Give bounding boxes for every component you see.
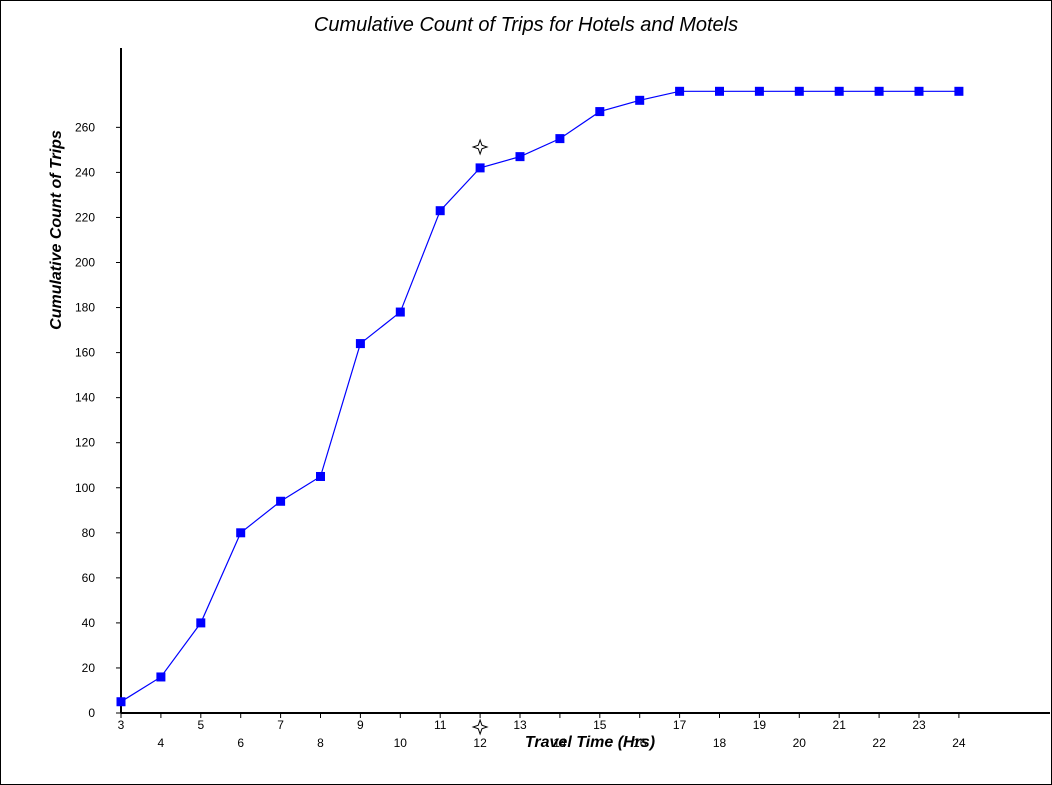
x-tick-label: 5 bbox=[197, 718, 204, 732]
x-tick-label: 19 bbox=[753, 718, 767, 732]
data-point bbox=[954, 86, 964, 96]
x-tick-label: 24 bbox=[952, 736, 966, 750]
data-point bbox=[475, 163, 485, 173]
y-tick-label: 180 bbox=[75, 301, 95, 315]
data-point bbox=[316, 471, 325, 481]
data-point bbox=[236, 528, 246, 538]
x-tick-label: 10 bbox=[394, 736, 408, 750]
data-point bbox=[395, 307, 405, 317]
y-tick-label: 40 bbox=[82, 616, 96, 630]
y-tick-label: 80 bbox=[82, 526, 96, 540]
chart-title: Cumulative Count of Trips for Hotels and… bbox=[313, 14, 739, 36]
x-tick-label: 13 bbox=[513, 718, 527, 732]
x-tick-label: 4 bbox=[158, 736, 165, 750]
data-point bbox=[635, 95, 645, 105]
x-tick-label: 14 bbox=[553, 736, 567, 750]
data-point bbox=[156, 672, 166, 682]
x-tick-label: 11 bbox=[434, 718, 447, 732]
y-tick-label: 60 bbox=[82, 571, 96, 585]
y-tick-label: 120 bbox=[75, 436, 95, 450]
y-tick-label: 240 bbox=[75, 165, 95, 179]
y-tick-label: 260 bbox=[75, 120, 95, 134]
data-point bbox=[794, 86, 804, 96]
data-point bbox=[715, 86, 724, 96]
x-tick-label: 21 bbox=[833, 718, 847, 732]
x-axis-label: Travel Time (Hrs) bbox=[524, 734, 656, 751]
x-tick-label: 18 bbox=[713, 736, 727, 750]
y-tick-label: 140 bbox=[75, 391, 95, 405]
x-tick-label: 9 bbox=[357, 718, 364, 732]
cursor-marker-icon bbox=[471, 138, 489, 156]
y-tick-label: 0 bbox=[88, 706, 95, 720]
x-tick-label: 6 bbox=[237, 736, 244, 750]
y-tick-label: 200 bbox=[75, 256, 95, 270]
x-tick-label: 16 bbox=[633, 736, 647, 750]
y-tick-label: 100 bbox=[75, 481, 95, 495]
data-point bbox=[834, 86, 844, 96]
y-tick-label: 220 bbox=[75, 210, 95, 224]
data-point bbox=[754, 86, 764, 96]
data-point bbox=[874, 86, 884, 96]
x-tick-label: 3 bbox=[118, 718, 125, 732]
x-tick-label: 7 bbox=[277, 718, 284, 732]
data-point bbox=[555, 134, 565, 144]
x-tick-label: 23 bbox=[912, 718, 926, 732]
data-point bbox=[276, 496, 286, 506]
y-tick-label: 20 bbox=[82, 661, 96, 675]
data-point bbox=[355, 339, 365, 349]
x-tick-label: 17 bbox=[673, 718, 687, 732]
y-tick-label: 160 bbox=[75, 346, 95, 360]
x-tick-label: 20 bbox=[793, 736, 807, 750]
data-point bbox=[914, 86, 924, 96]
x-tick-label: 15 bbox=[593, 718, 607, 732]
data-point bbox=[675, 86, 685, 96]
x-tick-label: 22 bbox=[872, 736, 886, 750]
x-tick-label: 12 bbox=[473, 736, 487, 750]
x-tick-label: 8 bbox=[317, 736, 324, 750]
data-point bbox=[515, 152, 525, 162]
cursor-marker-axis-icon bbox=[471, 718, 489, 736]
data-point bbox=[595, 107, 605, 117]
data-point bbox=[196, 618, 206, 628]
series-line bbox=[120, 90, 959, 703]
data-point bbox=[435, 206, 445, 216]
data-point bbox=[116, 697, 126, 707]
